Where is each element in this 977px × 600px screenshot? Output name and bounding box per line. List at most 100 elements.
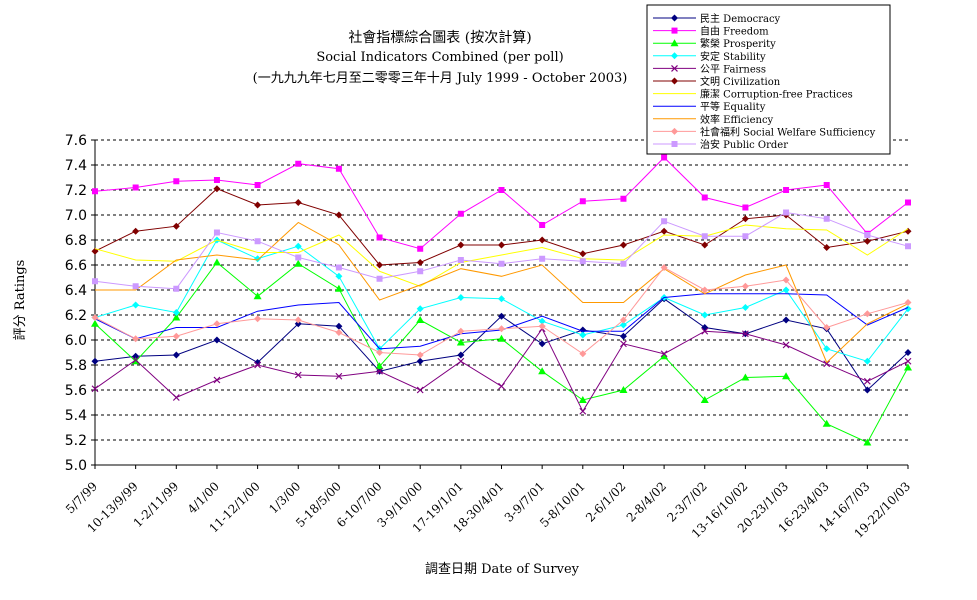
data-point [173,285,180,292]
data-point [416,351,424,359]
x-tick-label: 5/7/99 [63,479,100,516]
data-point [863,357,871,365]
data-point [497,334,506,342]
data-point [173,178,180,185]
data-point [457,257,464,263]
data-point [335,165,342,172]
data-point [498,260,505,267]
series-lines [91,154,912,446]
data-point [670,39,679,47]
data-point [904,299,912,306]
legend-label: 自由 Freedom [700,25,769,38]
title-line-english: Social Indicators Combined (per poll) [316,50,563,65]
data-point [132,184,139,191]
data-point [863,386,871,394]
data-point [864,232,871,238]
data-point [619,321,627,329]
data-point [254,255,262,263]
data-point [782,316,790,324]
data-point [539,222,546,228]
y-tick-label: 7.6 [65,133,87,149]
legend-entry: 公平 Fairness [653,64,766,75]
y-tick-label: 7.0 [65,208,87,224]
data-point [741,215,749,223]
data-point [457,241,465,249]
y-tick-label: 6.6 [65,258,87,274]
title-line-period: (一九九九年七月至二零零三年十月 July 1999 - October 200… [253,71,628,86]
data-point [660,264,668,271]
series [91,264,912,359]
data-point [213,336,221,344]
data-point [620,260,627,267]
data-point [782,341,790,349]
data-point [132,356,140,364]
data-point [416,357,424,365]
data-point [213,185,221,193]
data-point [376,275,383,282]
data-point [417,268,424,275]
data-point [498,187,505,193]
data-point [863,438,872,446]
data-point [132,227,140,235]
data-point [376,349,384,356]
data-point [671,14,678,22]
data-point [132,301,140,309]
data-point [742,204,749,211]
data-point [172,222,180,230]
data-point [579,331,587,339]
data-point [213,320,221,328]
y-tick-label: 5.0 [65,458,87,474]
data-point [212,258,221,266]
legend-entry: 繁榮 Prosperity [653,37,776,50]
data-point [416,316,425,323]
data-point [457,327,465,335]
data-point [172,313,181,321]
data-point [619,241,627,249]
data-point [498,382,505,390]
data-point [538,236,546,244]
legend-label: 文明 Civilization [700,75,781,88]
data-point [660,350,668,358]
data-point [660,227,668,235]
series [94,224,909,287]
data-point [904,349,912,356]
data-point [905,199,911,206]
data-point [538,340,546,348]
data-point [498,325,505,333]
y-tick-label: 5.2 [65,433,87,449]
data-point [334,284,343,292]
y-axis-ticks: 5.0 5.2 5.4 5.6 5.8 6.0 6.2 6.4 6.6 6.8 7.0 7.2 7.4 7… [65,133,87,474]
data-point [823,182,830,188]
data-point [498,241,505,249]
legend-label: 治安 Public Order [700,138,788,151]
title-line-chinese: 社會指標綜合圖表 (按次計算) [348,30,531,46]
legend-label: 民主 Democracy [700,13,781,25]
series [92,209,911,292]
legend-entry: 文明 Civilization [653,75,781,88]
data-point [294,242,302,250]
data-point [700,396,709,403]
data-point [701,194,708,201]
legend-entry: 民主 Democracy [653,13,781,25]
legend-label: 廉潔 Corruption-free Practices [700,88,853,101]
data-point [538,317,546,325]
data-point [701,286,709,294]
data-point [579,407,587,415]
data-point [498,312,505,320]
data-point [91,385,99,393]
series-line [95,221,909,364]
data-point [416,305,424,313]
data-point [172,332,180,340]
data-point [904,357,912,365]
chart-title: 社會指標綜合圖表 (按次計算) Social Indicators Combin… [253,30,628,86]
legend-label: 平等 Equality [700,100,766,113]
data-point [742,233,749,240]
grid-lines [91,139,909,469]
legend-entry: 社會福利 Social Welfare Sufficiency [653,125,876,138]
data-point [91,357,99,365]
legend-label: 安定 Stability [700,50,766,63]
data-point [294,259,303,267]
data-point [172,394,180,401]
data-point [376,234,383,241]
legend-label: 社會福利 Social Welfare Sufficiency [700,125,876,138]
